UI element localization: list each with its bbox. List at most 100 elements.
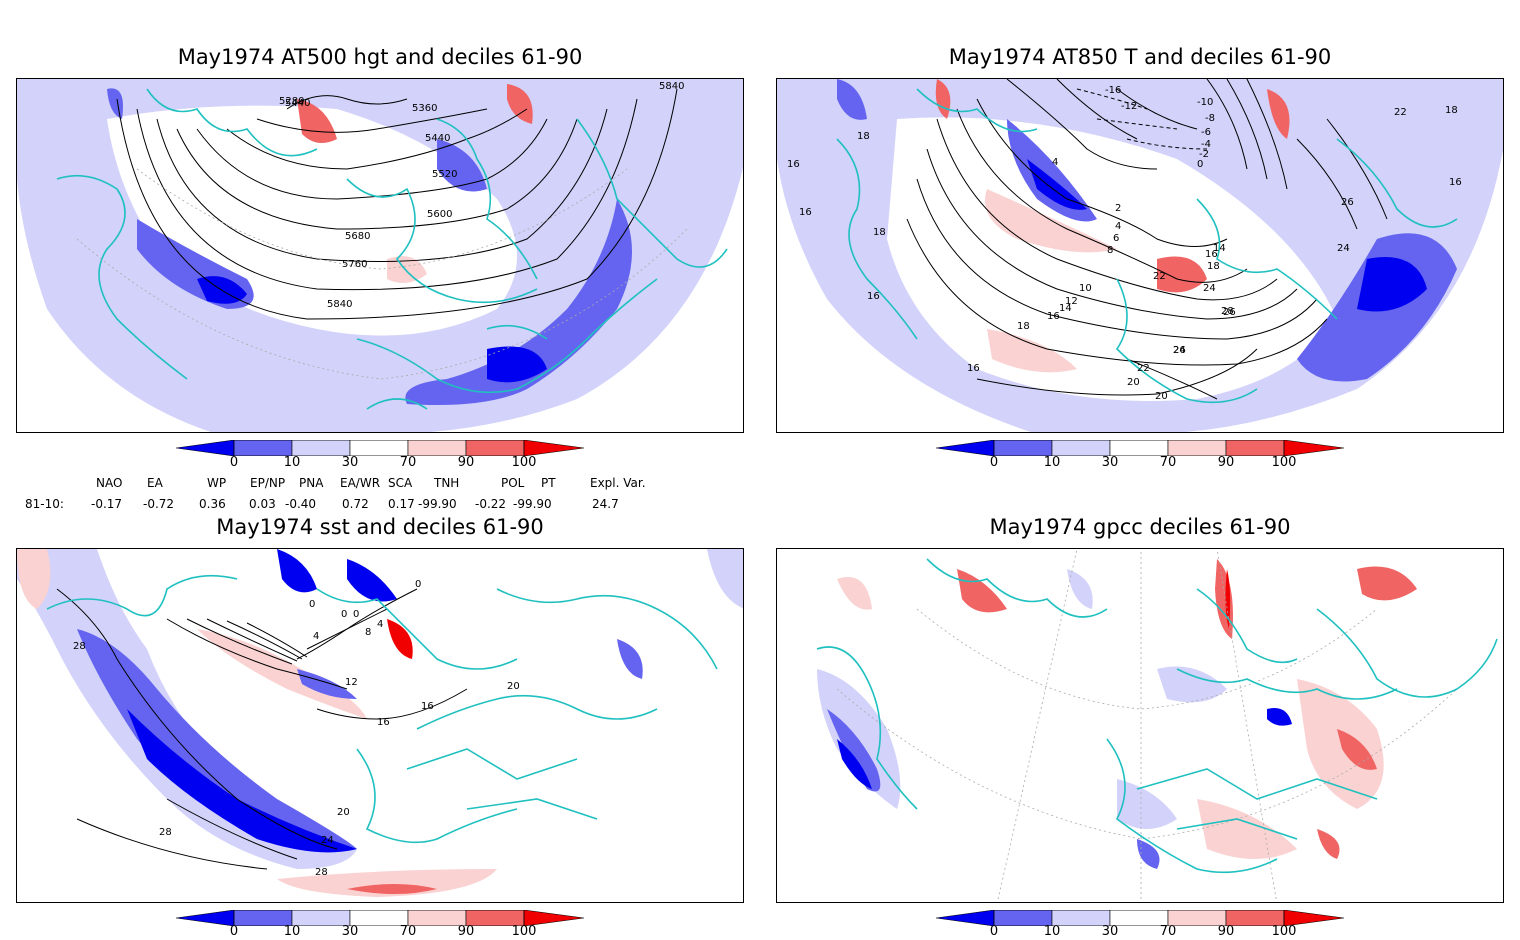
- contour-label: 24: [321, 835, 334, 846]
- contour-label: 4: [1052, 157, 1058, 168]
- contour-label: 16: [1047, 311, 1060, 322]
- colorbar-label: 70: [399, 924, 417, 939]
- contour-label: 16: [421, 701, 434, 712]
- contour-label: 5840: [327, 299, 352, 310]
- index-value: 24.7: [592, 497, 619, 511]
- colorbar-label: 10: [1043, 455, 1061, 470]
- contour-label: 18: [1445, 105, 1458, 116]
- index-header: EA: [147, 476, 163, 490]
- index-header: POL: [501, 476, 525, 490]
- contour-label: 16: [967, 363, 980, 374]
- panel-title-sst: May1974 sst and deciles 61-90: [216, 515, 544, 539]
- index-value: -99.90: [418, 497, 457, 511]
- contour-label: 5360: [412, 103, 437, 114]
- contour-label: 18: [1207, 261, 1220, 272]
- map-sst: 0 0 0 0 4 4 8 12 16 16 20 20 24 28 28 28: [17, 549, 743, 897]
- index-header: EA/WR: [340, 476, 381, 490]
- colorbar-label: 30: [1101, 455, 1119, 470]
- index-value: 0.17: [388, 497, 415, 511]
- index-value: 0.36: [199, 497, 226, 511]
- contour-label: 20: [337, 807, 350, 818]
- index-header: TNH: [434, 476, 460, 490]
- contour-label: 6: [1113, 233, 1119, 244]
- colorbar-sst: 0 10 30 70 90 100: [175, 909, 586, 940]
- contour-label: 24: [1203, 283, 1216, 294]
- colorbar-label: 100: [1271, 455, 1297, 470]
- contour-label: -12: [1121, 101, 1137, 112]
- contour-label: 5520: [432, 169, 457, 180]
- contour-label: -4: [1201, 139, 1211, 150]
- index-header: PNA: [299, 476, 324, 490]
- colorbar-gpcc: 0 10 30 70 90 100: [935, 909, 1346, 940]
- colorbar-label: 70: [399, 455, 417, 470]
- contour-label: 4: [377, 619, 383, 630]
- contour-label: 5840: [659, 81, 684, 92]
- contour-label: 8: [365, 627, 371, 638]
- contour-label: 4: [1115, 221, 1121, 232]
- colorbar-label: 30: [341, 924, 359, 939]
- contour-label: 14: [1059, 303, 1072, 314]
- index-header: PT: [541, 476, 556, 490]
- contour-label: 0: [309, 599, 315, 610]
- panel-title-t850: May1974 AT850 T and deciles 61-90: [948, 45, 1332, 69]
- contour-label: 24: [1337, 243, 1350, 254]
- contour-label: 5440: [425, 133, 450, 144]
- contour-label: 18: [1017, 321, 1030, 332]
- contour-label: 20: [1127, 377, 1140, 388]
- contour-label: -8: [1205, 113, 1215, 124]
- colorbar-label: 10: [283, 455, 301, 470]
- contour-label: 0: [341, 609, 347, 620]
- index-header: EP/NP: [250, 476, 286, 490]
- map-panel-gpcc: [776, 548, 1504, 903]
- contour-label: 16: [1205, 249, 1218, 260]
- index-header: Expl. Var.: [590, 476, 646, 490]
- colorbar-label: 10: [1043, 924, 1061, 939]
- map-panel-hgt500: 5280 5360 5440 5440 5520 5600 5680 5760 …: [16, 78, 744, 433]
- colorbar-label: 90: [1217, 455, 1235, 470]
- colorbar-swatches: [935, 439, 1345, 457]
- map-hgt500: 5280 5360 5440 5440 5520 5600 5680 5760 …: [17, 79, 743, 432]
- contour-label: 10: [1079, 283, 1092, 294]
- index-value: 0.03: [249, 497, 276, 511]
- contour-label: 14: [1213, 243, 1226, 254]
- colorbar-label: 90: [457, 924, 475, 939]
- contour-label: 2: [1115, 203, 1121, 214]
- colorbar-label: 100: [1271, 924, 1297, 939]
- contour-label: 5680: [345, 231, 370, 242]
- contour-label: 5600: [427, 209, 452, 220]
- contour-label: 18: [873, 227, 886, 238]
- contour-label: 0: [1197, 159, 1203, 170]
- index-value: -0.17: [91, 497, 123, 511]
- contour-label: -16: [1105, 85, 1121, 96]
- colorbar-label: 0: [989, 455, 999, 470]
- contour-label: 22: [1137, 363, 1150, 374]
- contour-label: 0: [415, 579, 421, 590]
- map-t850: -16 -12 -10 -8 -6 -4 -2 0 2 4 4 6 8 10 1…: [777, 79, 1503, 432]
- colorbar-label: 70: [1159, 924, 1177, 939]
- panel-title-hgt500: May1974 AT500 hgt and deciles 61-90: [177, 45, 583, 69]
- contour-label: 20: [1155, 391, 1168, 402]
- colorbar-label: 10: [283, 924, 301, 939]
- index-value: -0.40: [285, 497, 317, 511]
- map-panel-sst: 0 0 0 0 4 4 8 12 16 16 20 20 24 28 28 28: [16, 548, 744, 903]
- map-gpcc: [816, 549, 1498, 902]
- contour-label: 28: [315, 867, 328, 878]
- contour-label: 5440: [285, 98, 310, 109]
- colorbar-label: 0: [989, 924, 999, 939]
- contour-label: 16: [787, 159, 800, 170]
- contour-label: 4: [313, 631, 319, 642]
- contour-label: 18: [857, 131, 870, 142]
- index-value: -0.72: [143, 497, 175, 511]
- panel-title-gpcc: May1974 gpcc deciles 61-90: [989, 515, 1291, 539]
- colorbar-label: 30: [341, 455, 359, 470]
- index-header: NAO: [96, 476, 123, 490]
- contour-label: -10: [1197, 97, 1213, 108]
- contour-label: 24: [1173, 345, 1186, 356]
- contour-label: 26: [1173, 345, 1186, 356]
- index-row-label: 81-10:: [25, 497, 64, 511]
- contour-label: -6: [1201, 127, 1211, 138]
- contour-label: 22: [1153, 271, 1166, 282]
- colorbar-label: 70: [1159, 455, 1177, 470]
- contour-label: 5280: [279, 96, 304, 107]
- contour-label: 16: [1449, 177, 1462, 188]
